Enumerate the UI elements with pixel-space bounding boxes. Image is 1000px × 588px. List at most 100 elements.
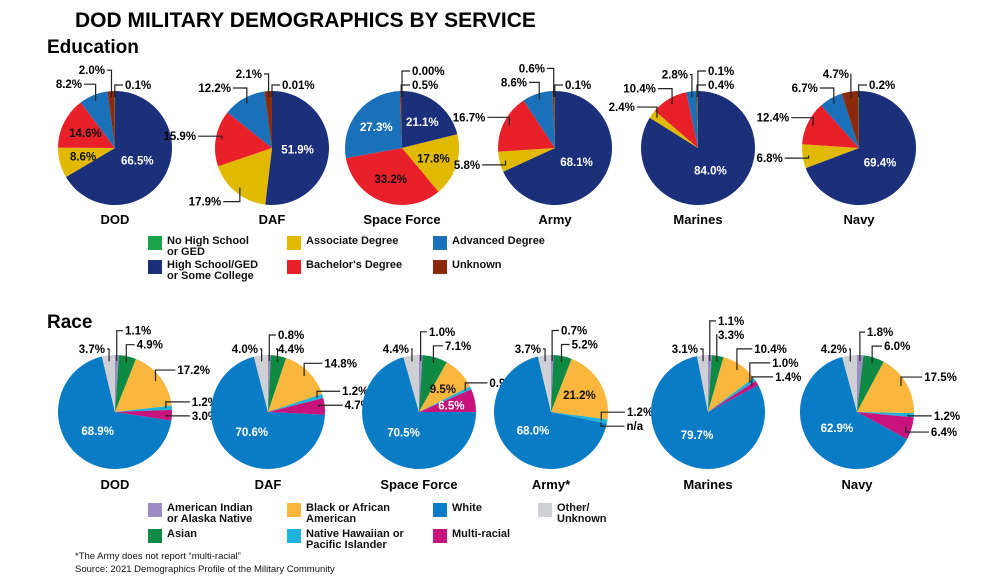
education-section-title: Education xyxy=(47,37,139,58)
leader-line xyxy=(232,87,248,104)
leader-line xyxy=(482,160,507,166)
pie-1-1: 70.6%0.8%4.4%14.8%1.2%4.7%4.0%DAF xyxy=(211,330,371,492)
data-label: 0.1% xyxy=(565,80,591,92)
pie-name: DAF xyxy=(255,477,282,492)
leader-line xyxy=(420,331,427,362)
pie-slice xyxy=(708,380,759,412)
legend-label: Associate Degree xyxy=(306,235,399,247)
pie-0-4: 84.0% 2.4% 10.4% 2.8% 0.4% 0.1% Marines xyxy=(609,66,756,227)
leader-line xyxy=(551,329,559,362)
legend-label: Advanced Degree xyxy=(452,235,545,247)
legend-item: Bachelor's Degree xyxy=(287,260,402,274)
leader-line xyxy=(154,369,176,381)
pie-slice xyxy=(58,147,115,178)
pie-slice xyxy=(821,93,859,148)
leader-line xyxy=(858,84,867,98)
pie-slice xyxy=(857,412,914,418)
leader-line xyxy=(271,84,280,97)
data-label: 62.9% xyxy=(821,423,854,435)
leader-line xyxy=(529,81,540,100)
leader-line xyxy=(400,84,410,98)
leader-line xyxy=(784,155,810,159)
leader-line xyxy=(791,117,814,126)
pie-slice xyxy=(551,358,608,420)
data-label: 1.4% xyxy=(775,372,801,384)
data-label: 8.6% xyxy=(70,152,96,164)
data-label: 9.5% xyxy=(430,384,456,396)
pie-name: DAF xyxy=(259,212,286,227)
data-label: 5.2% xyxy=(572,339,598,351)
pie-name: Army xyxy=(538,212,572,227)
pie-slice xyxy=(101,355,115,412)
leader-line xyxy=(487,116,510,126)
legend-label: Native Hawaiian or Pacific Islander xyxy=(306,528,404,551)
data-label: 3.7% xyxy=(515,344,541,356)
leader-line xyxy=(543,348,546,362)
pie-slice xyxy=(402,134,460,192)
data-label: 6.7% xyxy=(792,83,818,95)
data-label: 0.6% xyxy=(519,63,545,75)
pie-slice xyxy=(708,357,754,412)
data-label: 1.0% xyxy=(772,358,798,370)
data-label: 21.1% xyxy=(406,117,439,129)
data-label: 16.7% xyxy=(453,112,486,124)
data-label: 0.1% xyxy=(708,66,734,78)
pie-slice xyxy=(493,356,607,469)
data-label: 7.1% xyxy=(445,341,471,353)
pie-slice xyxy=(253,355,268,412)
leader-line xyxy=(547,67,555,98)
legend-swatch xyxy=(287,503,301,517)
data-label: 51.9% xyxy=(281,145,314,157)
leader-line xyxy=(401,70,410,97)
legend-label: No High School or GED xyxy=(167,235,249,258)
data-label: 68.0% xyxy=(517,425,550,437)
data-label: 3.3% xyxy=(718,330,744,342)
pie-0-0: 66.5% 8.6% 14.6% 8.2% 2.0% 0.1% DOD xyxy=(56,65,172,227)
pie-slice xyxy=(58,356,172,469)
data-label: 21.2% xyxy=(563,390,596,402)
leader-line xyxy=(657,87,673,105)
data-label: 0.2% xyxy=(869,80,895,92)
leader-line xyxy=(600,422,625,427)
data-label: 12.2% xyxy=(198,83,231,95)
pie-slice xyxy=(552,91,555,148)
pie-slice xyxy=(708,355,724,412)
pie-slice xyxy=(215,112,272,167)
data-label: 6.5% xyxy=(438,400,464,412)
leader-line xyxy=(260,348,263,362)
legend-item: American Indian or Alaska Native xyxy=(148,503,253,525)
data-label: 4.9% xyxy=(137,340,163,352)
data-label: 0.00% xyxy=(412,66,445,78)
data-label: 0.4% xyxy=(708,80,734,92)
pie-name: Army* xyxy=(532,477,571,492)
legend-label: Other/ Unknown xyxy=(557,502,607,525)
data-label: 4.2% xyxy=(821,344,847,356)
leader-line xyxy=(198,135,223,140)
pie-slice xyxy=(551,355,554,412)
leader-line xyxy=(165,401,190,409)
data-label: 1.1% xyxy=(125,326,151,338)
leader-line xyxy=(697,70,706,98)
data-label: 6.4% xyxy=(931,427,957,439)
footnote: *The Army does not report “multi-racial” xyxy=(75,551,241,562)
data-label: 4.7% xyxy=(823,69,849,81)
pie-slice xyxy=(708,355,712,412)
legend-label: High School/GED or Some College xyxy=(167,259,259,282)
legend-swatch xyxy=(433,503,447,517)
legend-label: Asian xyxy=(167,528,197,540)
data-label: 3.7% xyxy=(79,344,105,356)
pie-slice xyxy=(265,91,329,205)
legend-item: Black or African American xyxy=(287,503,390,525)
data-label: 33.2% xyxy=(374,174,407,186)
pie-slice xyxy=(264,91,272,148)
leader-line xyxy=(303,362,323,377)
pie-slice xyxy=(268,355,287,412)
pie-1-2: 9.5%6.5%70.5%1.0%7.1%0.9%4.4%Space Force xyxy=(362,327,516,492)
pie-slice xyxy=(419,355,447,412)
pie-slice xyxy=(799,356,908,469)
pie-slice xyxy=(503,91,612,206)
data-label: 5.8% xyxy=(454,160,480,172)
pie-slice xyxy=(115,409,172,421)
race-section-title: Race xyxy=(47,312,92,333)
leader-line xyxy=(907,414,932,417)
